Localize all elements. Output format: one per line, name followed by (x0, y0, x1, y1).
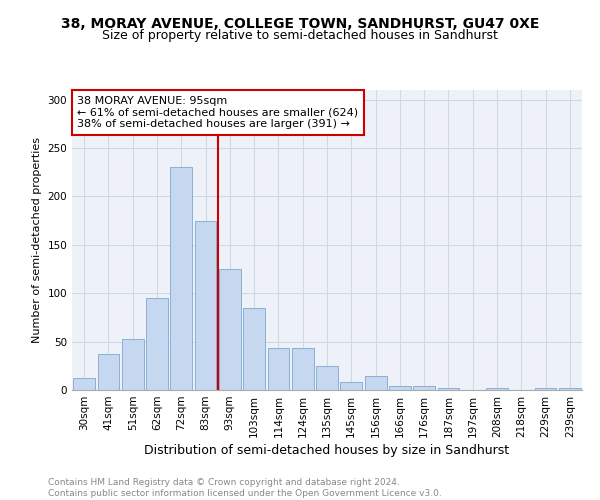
Bar (486, 388, 508, 390)
X-axis label: Distribution of semi-detached houses by size in Sandhurst: Distribution of semi-detached houses by … (145, 444, 509, 457)
Text: Size of property relative to semi-detached houses in Sandhurst: Size of property relative to semi-detach… (102, 29, 498, 42)
Bar (316, 366, 338, 390)
Bar (219, 269, 241, 390)
Bar (535, 388, 556, 390)
Bar (389, 386, 411, 390)
Y-axis label: Number of semi-detached properties: Number of semi-detached properties (32, 137, 42, 343)
Bar (437, 388, 460, 390)
Bar (268, 348, 289, 390)
Text: 38, MORAY AVENUE, COLLEGE TOWN, SANDHURST, GU47 0XE: 38, MORAY AVENUE, COLLEGE TOWN, SANDHURS… (61, 18, 539, 32)
Bar (170, 168, 192, 390)
Bar (559, 388, 581, 390)
Bar (365, 376, 386, 390)
Bar (146, 298, 168, 390)
Bar (194, 220, 217, 390)
Bar (243, 308, 265, 390)
Text: 38 MORAY AVENUE: 95sqm
← 61% of semi-detached houses are smaller (624)
38% of se: 38 MORAY AVENUE: 95sqm ← 61% of semi-det… (77, 96, 358, 129)
Bar (122, 338, 143, 390)
Bar (292, 348, 314, 390)
Bar (340, 382, 362, 390)
Bar (97, 354, 119, 390)
Text: Contains HM Land Registry data © Crown copyright and database right 2024.
Contai: Contains HM Land Registry data © Crown c… (48, 478, 442, 498)
Bar (73, 378, 95, 390)
Bar (413, 386, 435, 390)
